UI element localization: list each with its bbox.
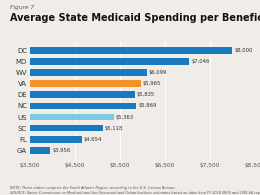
Text: $5,363: $5,363 [115,114,134,120]
Bar [30,80,141,87]
Bar [30,103,136,109]
Bar [30,125,103,131]
Text: $8,000: $8,000 [234,48,252,53]
Bar [30,47,232,54]
Text: $5,118: $5,118 [105,126,123,131]
Text: $7,046: $7,046 [191,59,210,64]
Text: NOTE: These states comprise the South Atlantic Region, according to the U.S. Cen: NOTE: These states comprise the South At… [10,186,260,195]
Text: $5,965: $5,965 [142,81,161,86]
Text: Average State Medicaid Spending per Beneficiary, 2010: Average State Medicaid Spending per Bene… [10,13,260,23]
Bar [30,147,50,154]
Bar [30,91,135,98]
Text: $3,956: $3,956 [52,148,70,153]
Bar [30,113,114,121]
Text: Figure 7: Figure 7 [10,5,35,10]
Text: $6,099: $6,099 [149,70,167,75]
Text: $4,654: $4,654 [84,137,102,142]
Bar [30,69,147,76]
Bar [30,58,189,65]
Bar [30,136,82,143]
Text: $5,869: $5,869 [138,104,157,108]
Text: $5,835: $5,835 [137,92,155,97]
